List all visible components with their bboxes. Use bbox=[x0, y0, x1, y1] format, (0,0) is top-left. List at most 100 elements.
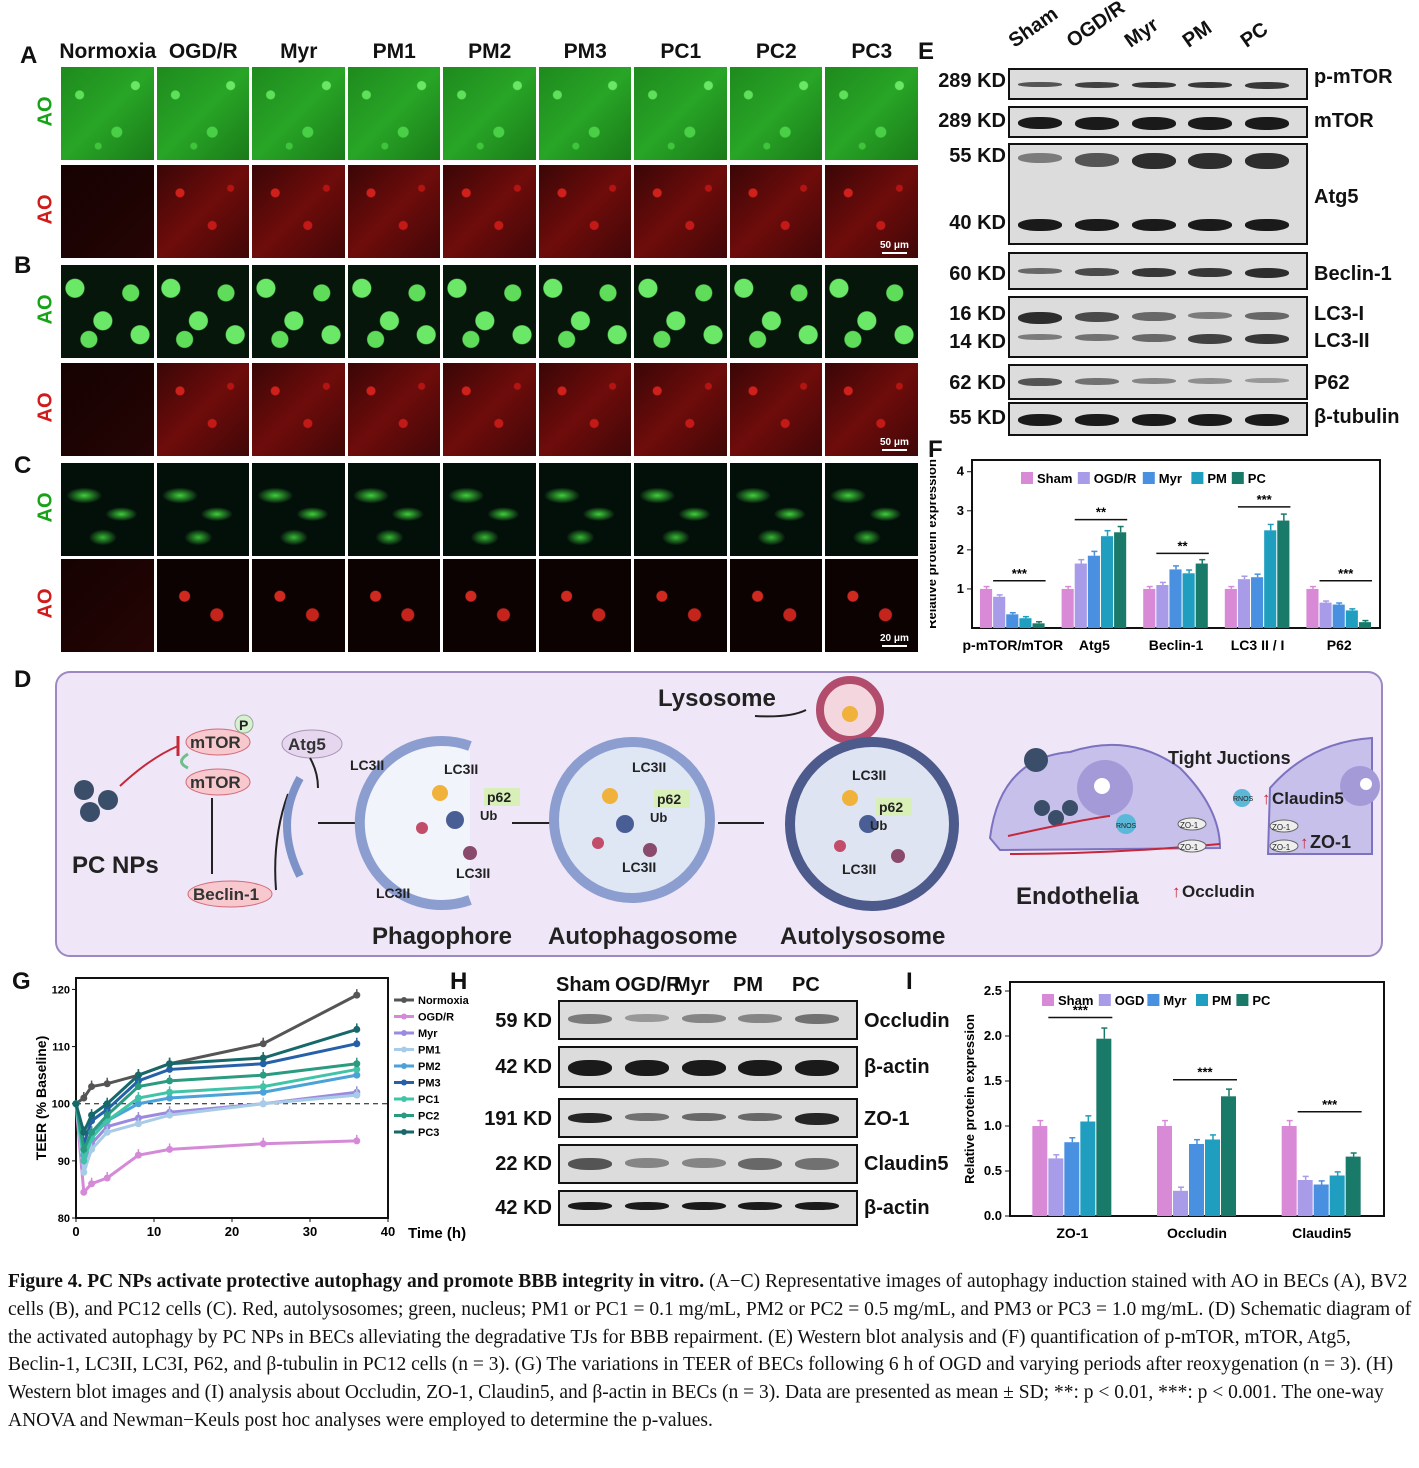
occludin-label: Occludin bbox=[1182, 882, 1255, 901]
legend-label: Normoxia bbox=[418, 995, 470, 1007]
blot-band bbox=[1245, 312, 1290, 320]
scale-bar-b: 50 μm bbox=[880, 437, 909, 451]
micrograph-tile bbox=[442, 164, 537, 259]
legend-label: PC bbox=[1248, 471, 1267, 486]
blot-band bbox=[1074, 378, 1119, 385]
blot-band bbox=[1188, 82, 1233, 88]
significance-stars: *** bbox=[1197, 1065, 1213, 1080]
micrograph-tile bbox=[442, 264, 537, 359]
legend-label: PC3 bbox=[418, 1127, 439, 1139]
bar bbox=[1345, 1156, 1361, 1216]
autophagosome-lc3ii-1: LC3II bbox=[632, 759, 666, 775]
micrograph-tile bbox=[60, 66, 155, 161]
micrograph-tile bbox=[728, 462, 823, 557]
bar bbox=[1064, 1142, 1080, 1216]
blot-band bbox=[1188, 117, 1233, 130]
scale-bar-a: 50 μm bbox=[880, 240, 909, 254]
legend-marker bbox=[401, 1129, 407, 1135]
y-tick-label: 2.0 bbox=[984, 1028, 1002, 1043]
micrograph-tile bbox=[728, 558, 823, 653]
zo1-label: ZO-1 bbox=[1310, 832, 1351, 852]
up-arrow-zo1: ↑ bbox=[1300, 833, 1309, 852]
data-point bbox=[103, 1128, 111, 1136]
category-label: Atg5 bbox=[1079, 637, 1110, 653]
blot-band bbox=[1074, 82, 1119, 88]
blot-band bbox=[568, 1060, 612, 1076]
blot-band bbox=[624, 1158, 669, 1168]
blot-band bbox=[1018, 334, 1062, 340]
bar bbox=[1329, 1175, 1345, 1216]
legend-label: OGD/R bbox=[1094, 471, 1137, 486]
panel-i-bar-chart: 0.0 0.5 1.0 1.5 2.0 2.5 Relative protein expre… bbox=[962, 981, 1385, 1241]
blot-band bbox=[795, 1014, 840, 1024]
bar bbox=[1032, 1126, 1048, 1216]
micrograph-tile bbox=[537, 558, 632, 653]
legend-label: OGD/R bbox=[418, 1012, 454, 1024]
blot-band bbox=[1131, 82, 1176, 88]
blot-band bbox=[1018, 82, 1062, 87]
y-tick-label: 3 bbox=[957, 503, 964, 518]
bar bbox=[1345, 610, 1358, 628]
phagophore-lc3ii-3: LC3II bbox=[456, 865, 490, 881]
y-tick-label: 120 bbox=[52, 984, 70, 996]
legend-swatch bbox=[1196, 994, 1208, 1006]
panel-a-letter: A bbox=[20, 42, 38, 69]
legend-label: Myr bbox=[1159, 471, 1182, 486]
kd-marker: 191 KD bbox=[484, 1108, 552, 1130]
blot-band bbox=[795, 1202, 840, 1210]
blot-band bbox=[738, 1014, 783, 1023]
bar bbox=[1319, 602, 1332, 628]
micrograph-tile bbox=[442, 362, 537, 457]
blot-lane-label: OGD/R bbox=[1062, 0, 1130, 53]
data-point bbox=[80, 1188, 88, 1196]
blot-lane-label: PC bbox=[1236, 18, 1273, 53]
protein-label: p-mTOR bbox=[1314, 66, 1393, 88]
protein-label: ZO-1 bbox=[864, 1108, 910, 1130]
micrograph-tile bbox=[824, 362, 919, 457]
panel-e-letter: E bbox=[918, 38, 935, 65]
kd-marker: 22 KD bbox=[495, 1153, 552, 1175]
zo1-small-3: ZO-1 bbox=[1272, 823, 1291, 832]
legend-marker bbox=[401, 997, 407, 1003]
bar bbox=[1182, 573, 1195, 628]
blot-band bbox=[1245, 378, 1290, 383]
blot-band bbox=[1018, 117, 1062, 129]
blot-band bbox=[1018, 219, 1062, 231]
legend-label: OGD bbox=[1115, 993, 1145, 1008]
bar bbox=[1313, 1184, 1329, 1216]
micrograph-tile bbox=[728, 264, 823, 359]
phagophore-membrane bbox=[354, 736, 472, 910]
p-mtor-label: mTOR bbox=[190, 733, 241, 752]
blot-band bbox=[1131, 268, 1176, 277]
blot-band bbox=[1074, 312, 1119, 322]
micrograph-tile bbox=[155, 462, 250, 557]
caption-title: Figure 4. PC NPs activate protective aut… bbox=[8, 1271, 705, 1292]
blot-band bbox=[1074, 219, 1119, 231]
micrograph-tile bbox=[346, 66, 441, 161]
beclin-node bbox=[187, 880, 273, 908]
legend-swatch bbox=[1077, 472, 1090, 484]
kd-marker: 60 KD bbox=[949, 263, 1006, 285]
blot-band bbox=[681, 1202, 726, 1210]
phospho-label: P bbox=[239, 717, 248, 733]
data-point bbox=[166, 1145, 174, 1153]
blot-band bbox=[738, 1158, 783, 1170]
protein-label: Atg5 bbox=[1314, 186, 1359, 208]
protein-label: Occludin bbox=[864, 1010, 950, 1032]
kd-marker: 42 KD bbox=[495, 1056, 552, 1078]
blot-strip bbox=[1008, 143, 1308, 245]
data-point bbox=[166, 1088, 174, 1096]
x-tick-label: 20 bbox=[225, 1224, 239, 1239]
significance-stars: *** bbox=[1012, 566, 1028, 581]
blot-band bbox=[681, 1158, 726, 1168]
data-point bbox=[72, 1100, 80, 1108]
micrograph-tile bbox=[442, 462, 537, 557]
zo1-small-2: ZO-1 bbox=[1180, 843, 1199, 852]
bar bbox=[1114, 532, 1127, 628]
micrograph-tile bbox=[251, 462, 346, 557]
blot-band bbox=[624, 1014, 669, 1022]
x-tick-label: 10 bbox=[147, 1224, 161, 1239]
blot-band bbox=[1074, 268, 1119, 276]
significance-stars: *** bbox=[1257, 492, 1273, 507]
blot-band bbox=[1245, 414, 1290, 426]
